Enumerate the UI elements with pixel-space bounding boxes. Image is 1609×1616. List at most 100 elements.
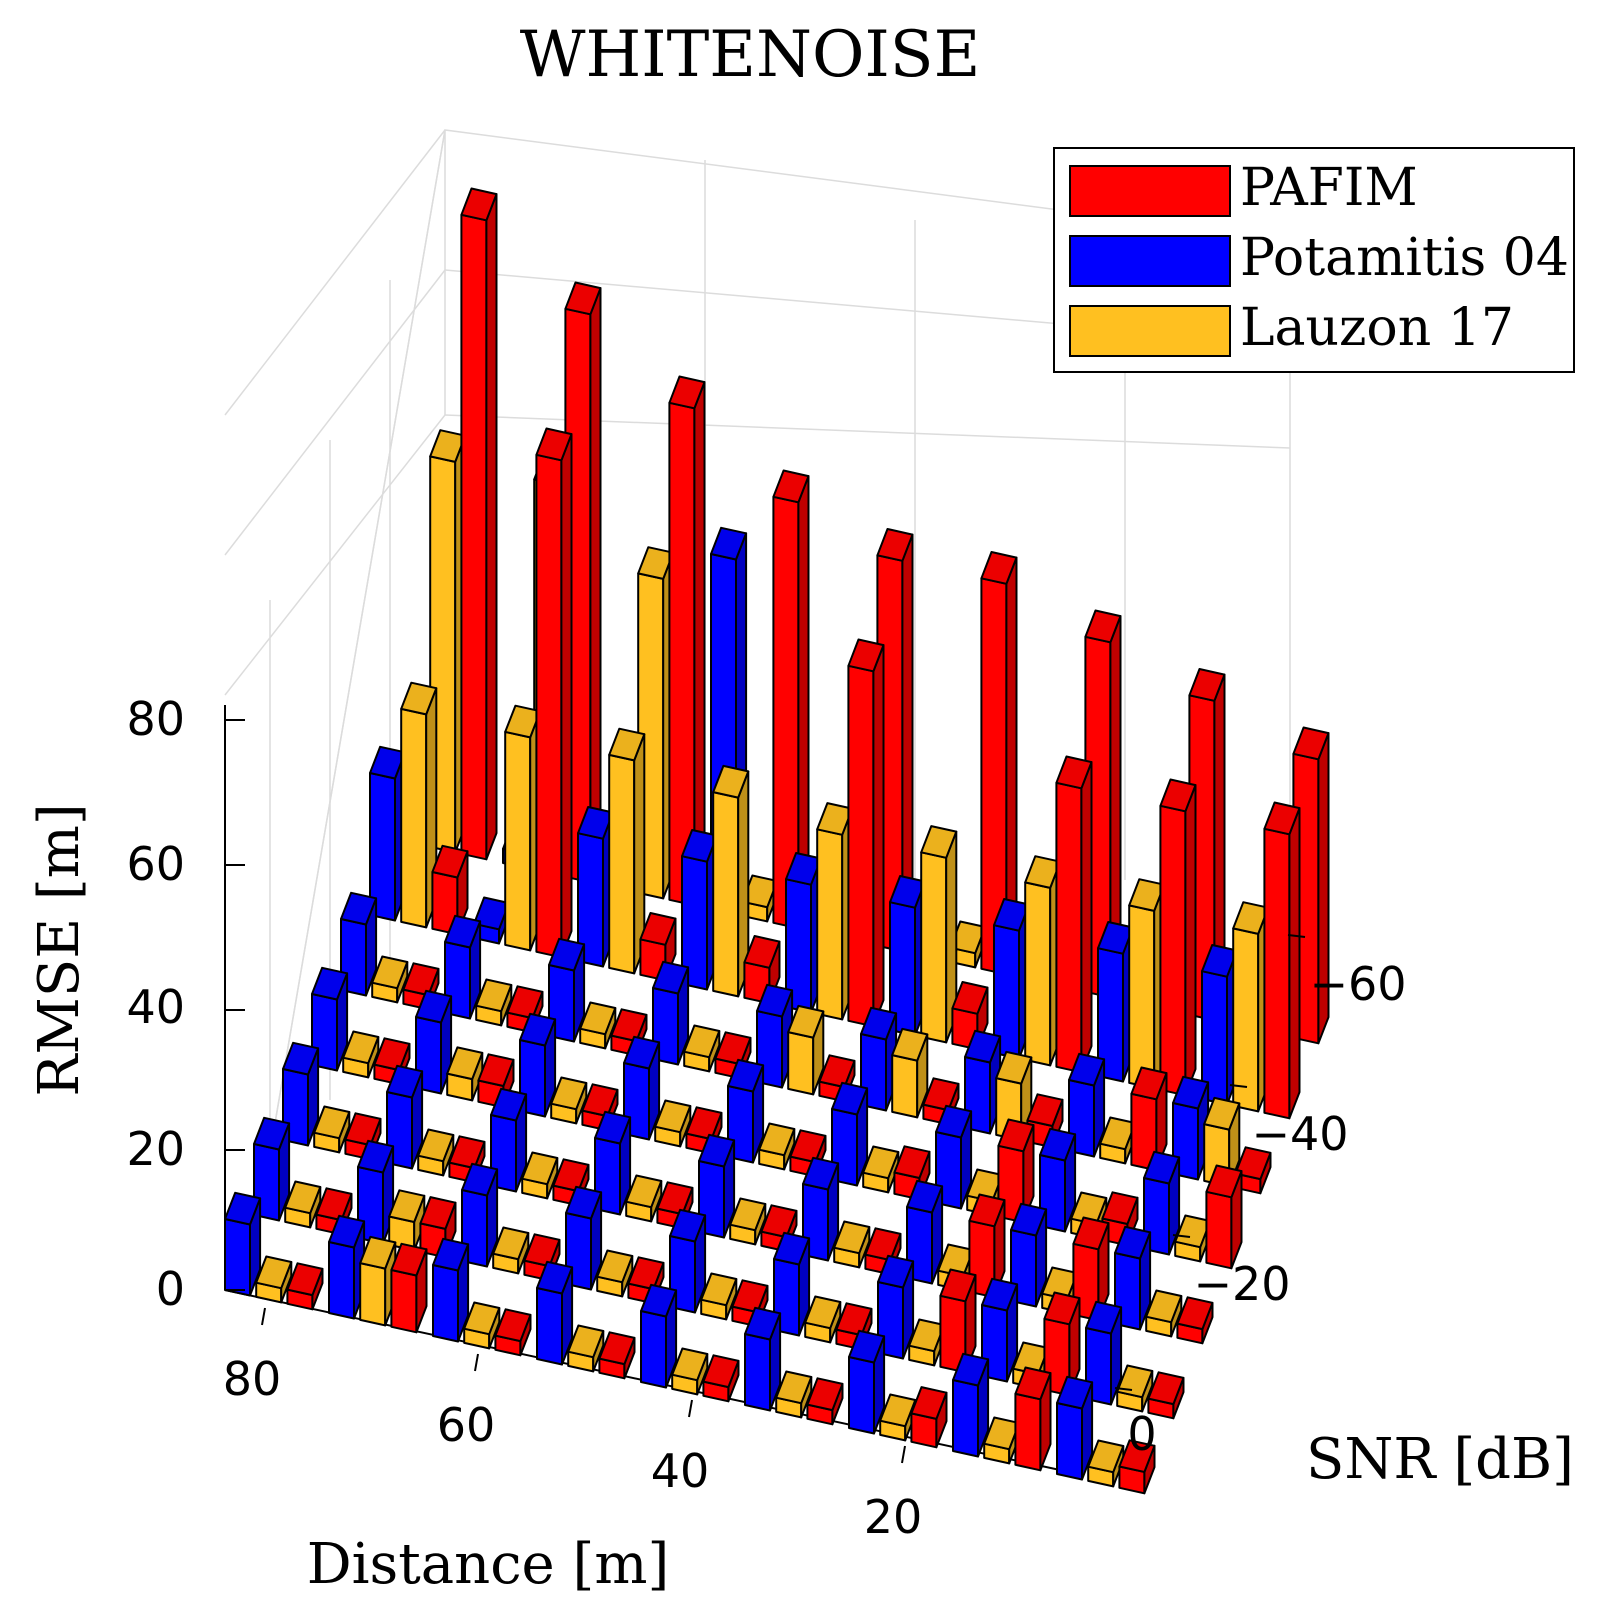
z-tick-0: 0 — [156, 1262, 185, 1316]
x-tick-60: 60 — [437, 1398, 496, 1452]
x-axis-label: Distance [m] — [307, 1532, 670, 1597]
bar-lauzon-d40-snr-40 — [892, 1029, 927, 1118]
z-tick-60: 60 — [126, 837, 185, 891]
bar-lauzon-d70-snr-10 — [493, 1228, 528, 1274]
bar-potamitis-d30-snr0 — [849, 1331, 884, 1434]
y-axis-label: SNR [dB] — [1306, 1427, 1574, 1492]
bar-potamitis-d70-snr-50 — [578, 807, 613, 967]
bar-pafim-d10-snr-50 — [1264, 803, 1299, 1119]
bar-lauzon-d50-snr-30 — [759, 1124, 794, 1170]
legend-label-pafim: PAFIM — [1240, 158, 1418, 218]
bar-lauzon-d90-snr-50 — [401, 683, 436, 928]
bar-lauzon-d10-snr0 — [1088, 1441, 1123, 1487]
bar-lauzon-d60-snr-40 — [684, 1026, 719, 1072]
bar-potamitis-d50-snr-50 — [786, 853, 821, 1013]
bar-pafim-d80-snr-50 — [536, 429, 571, 958]
bar-pafim-d80-snr0 — [391, 1244, 426, 1333]
bar-pafim-d70-snr-60 — [669, 377, 704, 906]
bar-lauzon-d80-snr0 — [360, 1237, 395, 1326]
bar-pafim-d20-snr0 — [1015, 1368, 1050, 1471]
bar-lauzon-d30-snr0 — [880, 1395, 915, 1441]
bar-potamitis-d10-snr-50 — [1202, 945, 1237, 1105]
bar-lauzon-d80-snr-20 — [418, 1130, 453, 1176]
bar-lauzon-d70-snr0 — [464, 1303, 499, 1349]
bar-pafim-d70-snr0 — [495, 1309, 530, 1355]
x-tick-80: 80 — [223, 1352, 282, 1406]
bar-lauzon-d20-snr-50 — [1129, 879, 1164, 1088]
z-tick-20: 20 — [126, 1122, 185, 1176]
legend-swatch-potamitis — [1070, 236, 1230, 286]
bar-lauzon-d30-snr-10 — [909, 1320, 944, 1366]
bar-lauzon-d60-snr0 — [568, 1326, 603, 1372]
bar-lauzon-d40-snr-10 — [805, 1297, 840, 1343]
bar-lauzon-d60-snr-20 — [626, 1176, 661, 1222]
bar-pafim-d30-snr-50 — [1056, 757, 1091, 1073]
bar-lauzon-d90-snr-40 — [372, 957, 407, 1003]
bar-potamitis-d20-snr0 — [953, 1354, 988, 1457]
bar-pafim-d40-snr0 — [807, 1378, 842, 1424]
legend-swatch-lauzon — [1070, 306, 1230, 356]
bar-potamitis-d40-snr0 — [745, 1308, 780, 1411]
bar-lauzon-d80-snr-30 — [447, 1047, 482, 1100]
bar-lauzon-d60-snr-30 — [655, 1101, 690, 1147]
bar-lauzon-d80-snr-50 — [505, 706, 540, 951]
bar-potamitis-d10-snr0 — [1057, 1377, 1092, 1480]
bar-lauzon-d20-snr0 — [984, 1418, 1019, 1464]
bar-potamitis-d60-snr0 — [537, 1262, 572, 1365]
bar-potamitis-d80-snr0 — [329, 1216, 364, 1319]
bar-potamitis-d70-snr0 — [433, 1239, 468, 1342]
bar-lauzon-d10-snr-30 — [1175, 1216, 1210, 1262]
legend-label-lauzon: Lauzon 17 — [1240, 298, 1514, 358]
bar-pafim-d50-snr0 — [703, 1355, 738, 1401]
y-tick-minus40: −40 — [1251, 1107, 1348, 1161]
bar-lauzon-d10-snr-50 — [1233, 902, 1268, 1111]
y-tick-minus20: −20 — [1193, 1257, 1290, 1311]
bar-lauzon-d50-snr-20 — [730, 1199, 765, 1245]
bar-lauzon-d50-snr-50 — [817, 803, 852, 1019]
bar-lauzon-d60-snr-50 — [713, 766, 748, 997]
bar-potamitis-d20-snr-50 — [1098, 922, 1133, 1082]
bar-potamitis-d30-snr-50 — [994, 899, 1029, 1059]
bar-potamitis-d90-snr-50 — [370, 747, 405, 921]
bar-pafim-d60-snr0 — [599, 1332, 634, 1378]
bar-lauzon-d70-snr-20 — [522, 1153, 557, 1199]
x-tick-20: 20 — [864, 1490, 923, 1544]
bar-lauzon-d50-snr-40 — [788, 1006, 823, 1095]
bar-potamitis-d40-snr-50 — [890, 876, 925, 1036]
bar-lauzon-d70-snr-50 — [609, 729, 644, 974]
y-tick-0: 0 — [1127, 1407, 1156, 1461]
z-tick-80: 80 — [126, 692, 185, 746]
bar-lauzon-d90-snr-30 — [343, 1032, 378, 1078]
bar-lauzon-d70-snr-40 — [580, 1003, 615, 1049]
bar-pafim-d50-snr-50 — [848, 640, 883, 1027]
bar-lauzon-d90-snr-10 — [285, 1182, 320, 1228]
bar-potamitis-d60-snr-50 — [682, 830, 717, 990]
bar-lauzon-d40-snr-50 — [921, 826, 956, 1042]
bar-lauzon-d30-snr-50 — [1025, 856, 1060, 1065]
bar-pafim-d10-snr-30 — [1206, 1166, 1241, 1269]
z-tick-40: 40 — [126, 980, 185, 1034]
bar-pafim-d90-snr-60 — [461, 189, 496, 860]
legend-label-potamitis: Potamitis 04 — [1240, 228, 1569, 288]
bar-lauzon-d60-snr-10 — [597, 1251, 632, 1297]
bar-lauzon-d50-snr-10 — [701, 1274, 736, 1320]
bar-lauzon-d40-snr-30 — [863, 1147, 898, 1193]
bar-lauzon-d90-snr0 — [256, 1257, 291, 1303]
legend: PAFIM Potamitis 04 Lauzon 17 — [1054, 148, 1574, 372]
bar-lauzon-d90-snr-20 — [314, 1107, 349, 1153]
bar-lauzon-d50-snr0 — [672, 1349, 707, 1395]
bar-lauzon-d20-snr-40 — [1100, 1118, 1135, 1164]
bar-potamitis-d90-snr0 — [225, 1193, 260, 1296]
bar-lauzon-d40-snr0 — [776, 1372, 811, 1418]
chart-title: WHITENOISE — [520, 18, 981, 92]
x-tick-40: 40 — [651, 1444, 710, 1498]
bar-lauzon-d40-snr-20 — [834, 1222, 869, 1268]
bar-pafim-d90-snr0 — [287, 1263, 322, 1309]
bar-lauzon-d10-snr-20 — [1146, 1291, 1181, 1337]
bar-potamitis-d50-snr0 — [641, 1285, 676, 1388]
y-tick-minus60: −60 — [1309, 957, 1406, 1011]
bar-pafim-d20-snr-50 — [1160, 780, 1195, 1096]
bar-lauzon-d70-snr-30 — [551, 1078, 586, 1124]
bar-pafim-d30-snr0 — [911, 1387, 946, 1447]
bar3d-chart: 0 20 40 60 80 80 60 40 20 0 −20 −40 −60 … — [0, 0, 1609, 1616]
